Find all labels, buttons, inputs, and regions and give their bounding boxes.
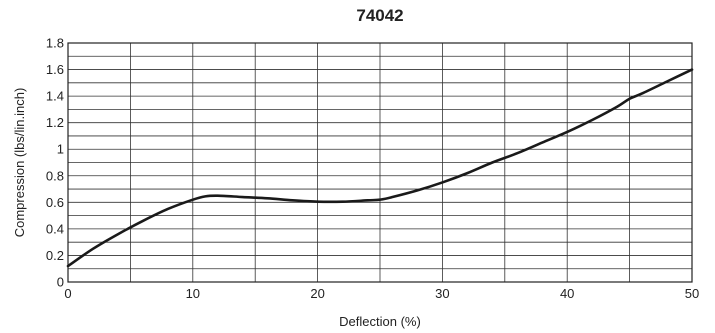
y-axis-label: Compression (lbs/lin.inch) [12,88,27,238]
x-tick-label: 40 [560,286,574,301]
y-tick-label: 0.4 [46,221,64,236]
x-tick-label: 20 [310,286,324,301]
y-tick-label: 0.6 [46,195,64,210]
y-tick-label: 0.8 [46,168,64,183]
x-tick-label: 0 [64,286,71,301]
y-tick-label: 1 [57,142,64,157]
series-line [66,68,694,268]
y-tick-label: 0.2 [46,248,64,263]
y-tick-labels: 0 0.2 0.4 0.6 0.8 1 1.2 1.4 1.6 1.8 [46,36,64,290]
x-axis-label: Deflection (%) [339,314,421,329]
y-tick-label: 1.2 [46,115,64,130]
x-tick-labels: 0 10 20 30 40 50 [64,286,699,301]
x-tick-label: 50 [685,286,699,301]
y-tick-label: 1.8 [46,36,64,51]
grid-lines [67,42,693,283]
chart-title: 74042 [356,6,404,25]
x-tick-label: 30 [435,286,449,301]
y-tick-label: 1.6 [46,62,64,77]
y-tick-label: 0 [57,275,64,290]
x-tick-label: 10 [186,286,200,301]
plot-area [67,42,693,283]
y-tick-label: 1.4 [46,89,64,104]
